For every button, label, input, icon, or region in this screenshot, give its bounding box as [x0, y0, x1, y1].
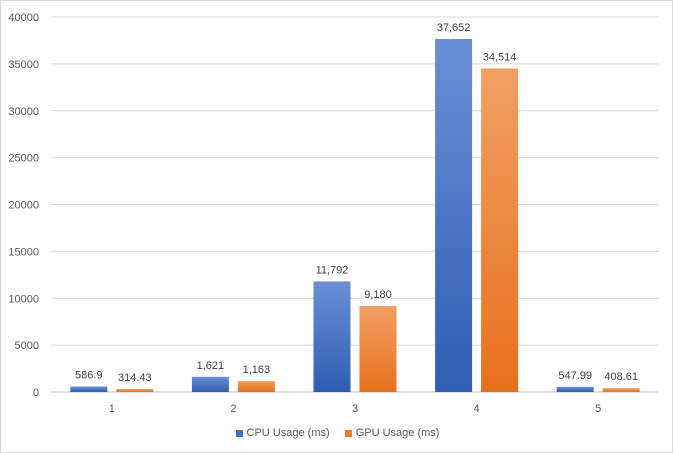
legend-item-cpu: CPU Usage (ms)	[235, 427, 330, 439]
y-axis: 0 5000 10000 15000 20000 25000 30000 35000 40000	[8, 12, 39, 399]
y-tick-label: 30000	[8, 106, 39, 118]
data-label-cpu-5: 547.99	[558, 370, 592, 382]
bar-cpu-1	[70, 386, 108, 392]
x-tick-label: 1	[109, 403, 115, 415]
bar-gpu-2	[237, 381, 275, 392]
bars: 586.9 314.43 1,621 1,163 11,792 9,180 37,652 34…	[70, 22, 640, 393]
data-label-cpu-4: 37,652	[437, 22, 471, 34]
bar-gpu-5	[602, 388, 640, 392]
y-tick-label: 35000	[8, 59, 39, 71]
bar-cpu-4	[435, 39, 473, 392]
legend: CPU Usage (ms) GPU Usage (ms)	[1, 427, 673, 440]
bar-cpu-2	[191, 376, 229, 392]
bar-gpu-3	[359, 305, 397, 392]
data-label-gpu-2: 1,163	[243, 364, 271, 376]
legend-swatch-cpu	[235, 429, 243, 437]
data-label-gpu-5: 408.61	[604, 371, 638, 383]
bar-cpu-5	[556, 386, 594, 392]
bar-cpu-3	[313, 281, 351, 392]
bar-chart: 0 5000 10000 15000 20000 25000 30000 35000 40000…	[8, 12, 659, 415]
y-tick-label: 20000	[8, 200, 39, 212]
y-tick-label: 15000	[8, 246, 39, 258]
data-label-cpu-3: 11,792	[316, 264, 349, 276]
x-tick-label: 3	[352, 403, 358, 415]
y-tick-label: 10000	[8, 293, 39, 305]
legend-label-cpu: CPU Usage (ms)	[246, 427, 330, 439]
x-tick-label: 4	[474, 403, 480, 415]
data-label-cpu-2: 1,621	[197, 360, 225, 372]
data-label-cpu-1: 586.9	[75, 369, 103, 381]
bar-gpu-1	[116, 389, 154, 392]
data-label-gpu-3: 9,180	[364, 289, 392, 301]
x-tick-label: 5	[595, 403, 601, 415]
y-tick-label: 5000	[15, 340, 39, 352]
y-tick-label: 0	[33, 387, 39, 399]
data-label-gpu-4: 34,514	[483, 51, 517, 63]
gridlines	[51, 16, 659, 393]
bar-gpu-4	[481, 68, 519, 393]
x-axis: 1 2 3 4 5	[109, 403, 602, 415]
data-label-gpu-1: 314.43	[118, 372, 152, 384]
y-tick-label: 40000	[8, 12, 39, 24]
x-tick-label: 2	[230, 403, 236, 415]
y-tick-label: 25000	[8, 153, 39, 165]
legend-label-gpu: GPU Usage (ms)	[355, 427, 440, 439]
legend-swatch-gpu	[344, 429, 352, 437]
legend-item-gpu: GPU Usage (ms)	[344, 427, 440, 439]
